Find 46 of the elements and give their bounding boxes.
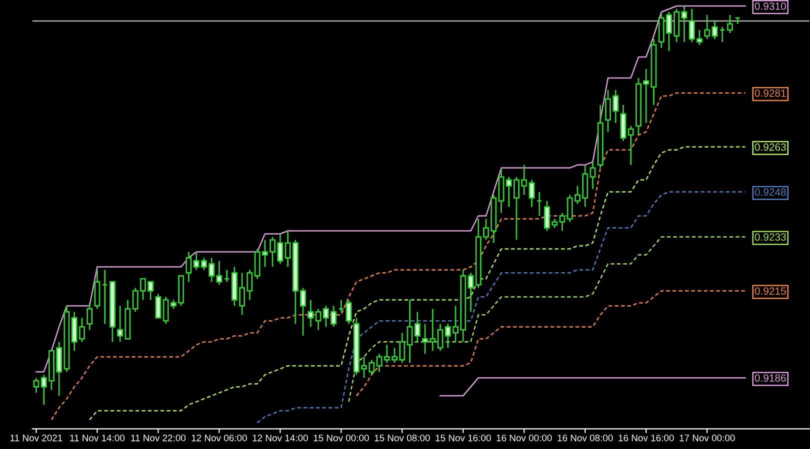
line-series	[36, 5, 746, 372]
candlestick	[536, 191, 542, 217]
y-tick-label: 0.9310	[754, 2, 786, 10]
x-tick-label: 16 Nov 16:00	[618, 434, 674, 442]
candlestick	[528, 179, 535, 208]
candlestick	[33, 377, 40, 394]
y-tick-label: 0.9263	[754, 143, 786, 151]
candlestick	[308, 299, 314, 328]
candlestick	[414, 311, 420, 343]
y-tick-label: 0.9281	[754, 89, 786, 97]
x-tick-label: 16 Nov 00:00	[496, 434, 552, 442]
y-tick-label: 0.9233	[754, 233, 786, 241]
y-tick-label: 0.9186	[754, 374, 786, 382]
candlestick	[406, 299, 413, 364]
candlestick	[102, 269, 108, 325]
x-tick-label: 15 Nov 16:00	[436, 434, 491, 442]
line-series	[348, 236, 746, 402]
x-tick-label: 17 Nov 00:00	[680, 434, 735, 442]
x-tick-label: 11 Nov 22:00	[131, 434, 186, 442]
candlestick	[559, 212, 566, 232]
x-tick-label: 12 Nov 14:00	[252, 434, 308, 442]
candlestick	[338, 299, 344, 313]
candlestick	[186, 251, 192, 283]
candlestick	[437, 323, 444, 352]
x-tick-label: 11 Nov 14:00	[70, 434, 125, 442]
candlestick	[726, 14, 733, 34]
x-tick-label: 15 Nov 00:00	[314, 434, 369, 442]
candlestick	[346, 299, 352, 325]
line-series	[88, 146, 746, 420]
candlestick	[620, 104, 626, 142]
line-series	[256, 191, 746, 424]
candlestick	[94, 269, 100, 310]
candlestick	[86, 302, 93, 331]
candlestick	[628, 125, 634, 166]
x-tick-label: 16 Nov 08:00	[558, 434, 613, 442]
candlestick	[155, 293, 162, 319]
candlestick	[498, 167, 504, 214]
candlestick	[224, 269, 230, 283]
line-series	[356, 290, 746, 396]
x-tick-label: 11 Nov 2021	[10, 434, 62, 442]
candlestick	[468, 272, 474, 313]
y-tick-label: 0.9248	[754, 188, 786, 196]
y-tick-label: 0.9215	[754, 287, 786, 295]
line-series	[50, 92, 746, 420]
x-tick-label: 12 Nov 06:00	[192, 434, 247, 442]
x-tick-label: 15 Nov 08:00	[374, 434, 430, 442]
